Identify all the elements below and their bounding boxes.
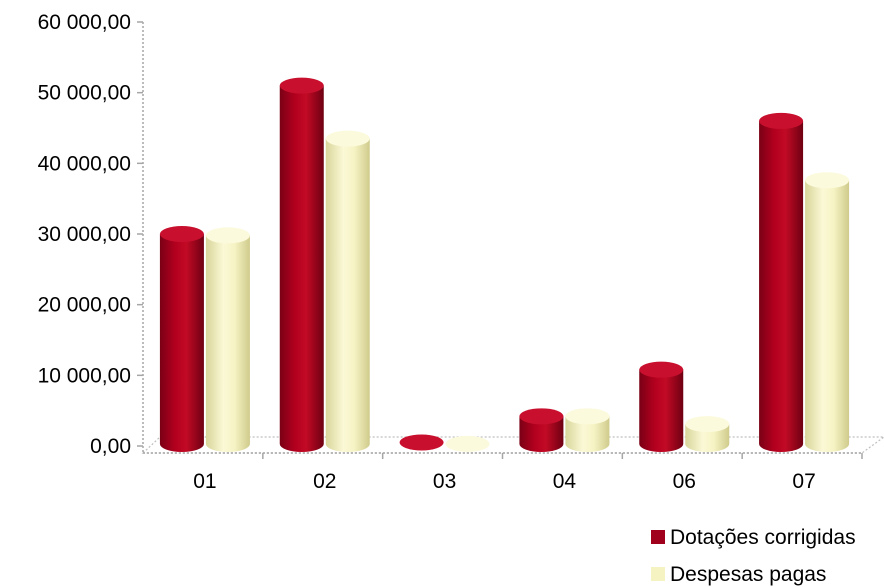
bar-body — [519, 416, 564, 452]
legend-label: Despesas pagas — [670, 563, 826, 586]
bar — [325, 130, 370, 452]
bar — [759, 112, 804, 452]
y-tick-label: 50 000,00 — [38, 82, 131, 105]
y-tick-label: 10 000,00 — [38, 364, 131, 387]
legend: Dotações corrigidas Despesas pagas — [651, 526, 856, 586]
bar-top — [159, 226, 204, 242]
bar-body — [565, 416, 610, 452]
y-tick-label: 20 000,00 — [38, 294, 131, 317]
bar-body — [759, 120, 804, 452]
bar-top — [399, 434, 444, 451]
bar — [205, 227, 250, 452]
bar — [445, 435, 490, 452]
bar-top — [759, 112, 804, 129]
x-tick-label: 07 — [792, 470, 815, 493]
bar — [565, 408, 610, 452]
bar — [639, 361, 684, 452]
bar — [399, 434, 444, 451]
bar-top — [639, 361, 684, 378]
bar — [279, 77, 324, 452]
legend-label: Dotações corrigidas — [670, 526, 856, 549]
axes-layer — [137, 21, 884, 459]
x-tick-label: 01 — [193, 470, 216, 493]
bar-top — [685, 416, 730, 433]
y-tick-label: 60 000,00 — [38, 11, 131, 34]
bar-top — [445, 435, 490, 452]
bar-top — [519, 408, 564, 425]
y-tick-label: 40 000,00 — [38, 152, 131, 175]
x-tick-label: 04 — [553, 470, 577, 493]
bar-body — [279, 85, 324, 452]
x-tick-label: 03 — [433, 470, 456, 493]
bar-top — [325, 130, 370, 147]
y-tick-label: 0,00 — [90, 435, 131, 458]
bar-body — [805, 180, 850, 452]
bar — [159, 226, 204, 452]
x-tick-label: 06 — [673, 470, 696, 493]
legend-swatch — [651, 567, 665, 581]
bar-body — [205, 235, 250, 452]
bar-top — [805, 172, 850, 189]
bars-layer — [159, 77, 850, 452]
bar-body — [685, 424, 730, 452]
x-tick-label: 02 — [313, 470, 336, 493]
bar-top — [565, 408, 610, 425]
bar-top — [205, 227, 250, 244]
bar — [805, 172, 850, 452]
legend-swatch — [651, 530, 665, 544]
bar-body — [325, 138, 370, 452]
labels-layer: 0,00 10 000,00 20 000,00 30 000,00 40 000,00… — [38, 11, 816, 493]
bar-body — [159, 234, 204, 452]
y-tick-label: 30 000,00 — [38, 223, 131, 246]
bar — [685, 416, 730, 452]
bar-body — [639, 369, 684, 452]
bar-top — [279, 77, 324, 94]
bar — [519, 408, 564, 452]
